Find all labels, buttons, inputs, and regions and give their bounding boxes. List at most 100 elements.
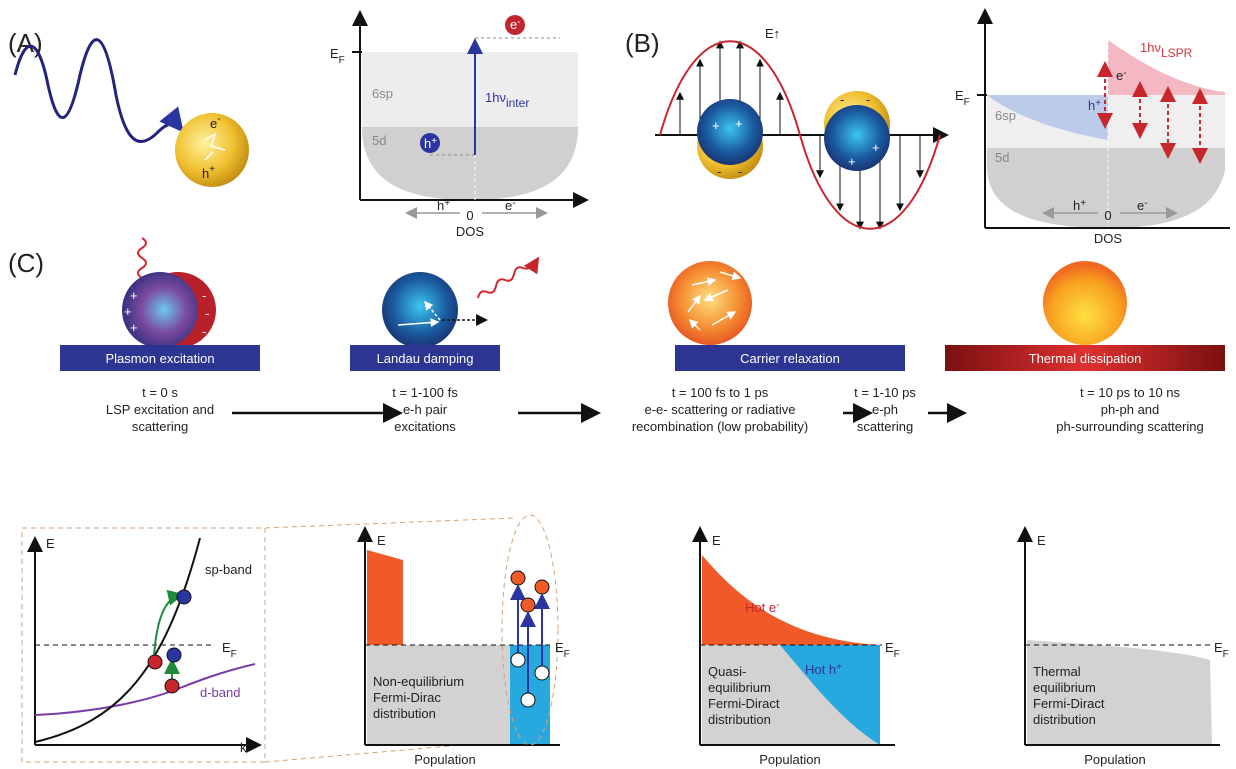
sup: - — [512, 198, 515, 209]
t: E — [330, 46, 339, 61]
charge: - — [202, 324, 206, 339]
band-label: sp-band — [205, 562, 252, 577]
hot-electron-label: Hot e- — [745, 600, 779, 615]
sup: + — [1095, 98, 1101, 109]
axis-title: Population — [414, 752, 475, 767]
stage-description: scattering — [857, 419, 913, 434]
electron — [511, 571, 525, 585]
transition-label: 1hνLSPR — [1140, 40, 1193, 60]
stage-description: e-e- scattering or radiative — [644, 402, 795, 417]
charge: + — [848, 154, 856, 169]
charge: - — [866, 92, 870, 107]
fermi-label: EF — [1214, 640, 1229, 660]
charge: - — [840, 92, 844, 107]
light-out — [478, 260, 537, 298]
axis-title: Population — [1084, 752, 1145, 767]
sphere — [122, 272, 198, 348]
sub: F — [564, 649, 570, 660]
stage-name: Landau damping — [377, 351, 474, 366]
stage-description: LSP excitation and — [106, 402, 214, 417]
t: Hot e — [745, 600, 776, 615]
hole — [521, 693, 535, 707]
sup: - — [1144, 198, 1147, 209]
charge: - — [738, 164, 742, 179]
t: E — [885, 640, 894, 655]
stage-time: t = 100 fs to 1 ps — [672, 385, 769, 400]
stage-name: Plasmon excitation — [105, 351, 214, 366]
caption-line: Thermal — [1033, 664, 1081, 679]
fermi-label: EF — [885, 640, 900, 660]
t: h — [1073, 198, 1080, 213]
stage-name: Thermal dissipation — [1029, 351, 1142, 366]
hole — [148, 655, 162, 669]
stage-description: e-h pair — [403, 402, 448, 417]
stage-description: ph-surrounding scattering — [1056, 419, 1203, 434]
t: 1hν — [1140, 40, 1161, 55]
sup: + — [209, 164, 215, 175]
caption-line: Fermi-Dirac — [373, 690, 441, 705]
zoom-line — [265, 518, 515, 528]
stage-description: ph-ph and — [1101, 402, 1160, 417]
sphere — [824, 105, 890, 171]
stage-time: t = 1-100 fs — [392, 385, 458, 400]
band-label: 5d — [372, 133, 386, 148]
t: Hot h — [805, 662, 836, 677]
axis-left: h+ — [437, 198, 450, 213]
charge: - — [205, 306, 209, 321]
band-label: 6sp — [995, 108, 1016, 123]
caption-line: distribution — [373, 706, 436, 721]
sub: LSPR — [1161, 46, 1193, 60]
sphere — [697, 99, 763, 165]
stage-description: e-ph — [872, 402, 898, 417]
t: h — [1088, 98, 1095, 113]
stage-text: Plasmon excitationt = 0 sLSP excitation … — [105, 351, 1203, 434]
axis-zero: 0 — [1104, 208, 1111, 223]
sup: + — [444, 198, 450, 209]
t: e — [505, 198, 512, 213]
sphere — [382, 272, 458, 348]
sub: inter — [506, 96, 529, 110]
axis-zero: 0 — [466, 208, 473, 223]
band-label: 5d — [995, 150, 1009, 165]
fermi-label: EF — [222, 640, 237, 660]
band-label: d-band — [200, 685, 240, 700]
hole — [535, 666, 549, 680]
fermi-label: EF — [955, 88, 970, 108]
caption-line: Fermi-Diract — [708, 696, 780, 711]
caption-line: Non-equilibrium — [373, 674, 464, 689]
sub: F — [339, 55, 345, 66]
page: Plasmon decay diagram {"panel_a":{"label… — [0, 0, 1236, 769]
electron — [521, 598, 535, 612]
caption-line: Fermi-Diract — [1033, 696, 1105, 711]
stage-time: t = 1-10 ps — [854, 385, 916, 400]
sup: - — [1123, 68, 1126, 79]
t: E — [955, 88, 964, 103]
t: h — [437, 198, 444, 213]
axis-title: E — [712, 533, 721, 548]
t: e — [210, 116, 217, 131]
charge: - — [202, 288, 206, 303]
t: e — [1137, 198, 1144, 213]
sub: F — [231, 649, 237, 660]
sup: + — [1080, 198, 1086, 209]
hot-electrons — [367, 550, 403, 645]
axis-right: e- — [505, 198, 516, 213]
sub: F — [1223, 649, 1229, 660]
caption-line: distribution — [1033, 712, 1096, 727]
t: 1hν — [485, 90, 506, 105]
electron — [167, 648, 181, 662]
sup: - — [517, 17, 520, 28]
caption-line: distribution — [708, 712, 771, 727]
panel-label: (B) — [625, 28, 660, 58]
sub: F — [894, 649, 900, 660]
t: E — [1214, 640, 1223, 655]
caption-line: Quasi- — [708, 664, 746, 679]
sup: - — [217, 114, 220, 125]
sub: F — [964, 97, 970, 108]
t: E — [555, 640, 564, 655]
sup: - — [776, 600, 779, 611]
sp-band — [35, 538, 200, 742]
sphere — [668, 261, 752, 345]
electron — [535, 580, 549, 594]
charge: + — [130, 320, 138, 335]
